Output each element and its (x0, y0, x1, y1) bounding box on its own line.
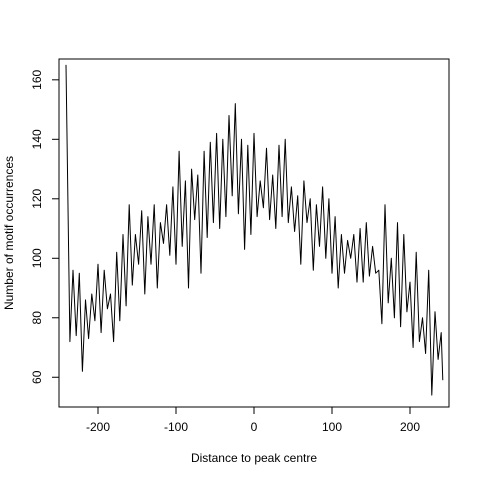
x-tick-label: 100 (322, 420, 342, 434)
y-tick-label: 100 (30, 248, 44, 268)
y-axis-title: Number of motif occurrences (2, 156, 16, 310)
y-tick-label: 60 (30, 370, 44, 384)
y-tick-label: 80 (30, 311, 44, 325)
x-axis: -200 -100 0 100 200 (86, 407, 420, 434)
series-line-0 (65, 64, 444, 396)
y-tick-label: 140 (30, 129, 44, 149)
x-tick-label: 200 (400, 420, 420, 434)
y-tick-label: 120 (30, 188, 44, 208)
series-layer (65, 64, 444, 396)
x-tick-label: 0 (251, 420, 258, 434)
y-tick-label: 160 (30, 69, 44, 89)
x-tick-label: -100 (164, 420, 188, 434)
y-axis: 60 80 100 120 140 160 (30, 69, 59, 384)
x-axis-title: Distance to peak centre (191, 451, 317, 465)
x-tick-label: -200 (86, 420, 110, 434)
